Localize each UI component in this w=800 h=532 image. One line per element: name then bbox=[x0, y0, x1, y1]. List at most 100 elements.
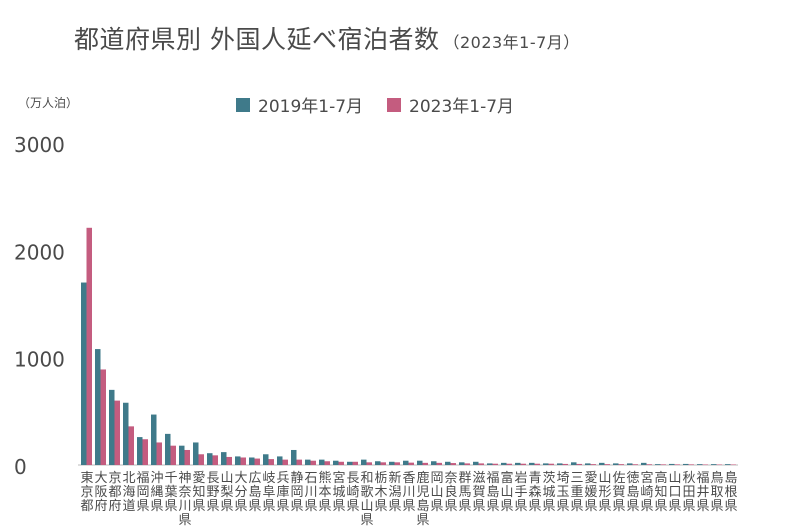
x-tick-label: 県 bbox=[388, 499, 401, 514]
bar-2023 bbox=[604, 464, 610, 465]
x-tick-label: 島 bbox=[248, 485, 261, 500]
x-tick-label: 山 bbox=[360, 499, 373, 514]
bar-2023 bbox=[128, 426, 134, 465]
x-tick-label: 阪 bbox=[94, 485, 107, 500]
x-tick-label: 県 bbox=[150, 499, 163, 514]
bar-2019 bbox=[655, 464, 661, 465]
bar-2019 bbox=[417, 460, 423, 465]
bar-2023 bbox=[240, 457, 246, 465]
x-tick-label: 県 bbox=[276, 499, 289, 514]
bar-2023 bbox=[730, 464, 736, 465]
bar-2023 bbox=[492, 463, 498, 465]
x-tick-label: 県 bbox=[360, 513, 373, 528]
legend-swatch-2023 bbox=[387, 97, 402, 112]
x-tick-label: 賀 bbox=[612, 485, 625, 500]
x-tick-label: 葉 bbox=[164, 485, 177, 500]
x-tick-label: 県 bbox=[458, 499, 471, 514]
bar-2019 bbox=[151, 414, 157, 465]
x-tick-label: 秋 bbox=[682, 471, 695, 486]
x-tick-label: 群 bbox=[458, 471, 471, 486]
x-tick-label: 庫 bbox=[276, 485, 289, 500]
x-tick-label: 宮 bbox=[640, 470, 653, 486]
bar-2019 bbox=[179, 445, 185, 465]
bar-2023 bbox=[254, 458, 260, 465]
x-tick-label: 海 bbox=[122, 485, 135, 500]
x-tick-label: 京 bbox=[108, 471, 121, 486]
x-tick-label: 都 bbox=[108, 485, 121, 500]
x-tick-label: 県 bbox=[542, 499, 555, 514]
x-tick-label: 県 bbox=[528, 499, 541, 514]
chart-title: 都道府県別 外国人延べ宿泊者数 （2023年1-7月） bbox=[74, 20, 580, 56]
x-tick-label: 島 bbox=[486, 485, 499, 500]
x-tick-label: 県 bbox=[626, 499, 639, 514]
x-tick-label: 兵 bbox=[276, 471, 289, 486]
bar-2019 bbox=[291, 449, 297, 465]
x-tick-label: 県 bbox=[206, 499, 219, 514]
bar-2023 bbox=[366, 462, 372, 465]
bar-2019 bbox=[375, 461, 381, 465]
bar-2023 bbox=[114, 400, 120, 465]
chart-subtitle: （2023年1-7月） bbox=[443, 33, 580, 52]
x-tick-label: 山 bbox=[598, 471, 611, 486]
x-tick-label: 長 bbox=[346, 471, 359, 486]
bar-2023 bbox=[674, 464, 680, 465]
x-tick-label: 愛 bbox=[584, 471, 597, 486]
x-tick-label: 東 bbox=[80, 470, 93, 486]
bar-2023 bbox=[380, 462, 386, 465]
x-tick-label: 児 bbox=[416, 485, 429, 500]
x-tick-label: 京 bbox=[80, 485, 93, 500]
bar-2019 bbox=[123, 402, 129, 465]
x-tick-label: 徳 bbox=[626, 471, 639, 486]
x-tick-label: 静 bbox=[290, 471, 303, 486]
x-tick-label: 分 bbox=[234, 485, 247, 500]
x-tick-label: 阜 bbox=[262, 484, 275, 500]
legend: 2019年1-7月 2023年1-7月 bbox=[236, 92, 514, 117]
legend-label-2019: 2019年1-7月 bbox=[258, 97, 364, 117]
x-tick-label: 良 bbox=[444, 484, 457, 500]
bar-2019 bbox=[473, 461, 479, 465]
x-tick-label: 島 bbox=[416, 499, 429, 514]
legend-item-2023: 2023年1-7月 bbox=[387, 92, 514, 117]
x-tick-label: 野 bbox=[206, 485, 219, 500]
x-tick-label: 県 bbox=[136, 499, 149, 514]
bar-2019 bbox=[347, 461, 353, 465]
bar-2023 bbox=[534, 463, 540, 465]
x-tick-label: 福 bbox=[696, 471, 709, 486]
bar-2023 bbox=[590, 464, 596, 465]
x-tick-label: 県 bbox=[248, 499, 261, 514]
bar-2019 bbox=[221, 452, 227, 465]
x-tick-label: 奈 bbox=[178, 485, 191, 500]
bar-2023 bbox=[352, 461, 358, 465]
bar-2019 bbox=[333, 460, 339, 465]
x-tick-label: 潟 bbox=[388, 485, 401, 500]
bar-2023 bbox=[268, 459, 274, 465]
x-tick-label: 媛 bbox=[584, 485, 597, 500]
x-tick-label: 県 bbox=[192, 499, 205, 514]
bar-2019 bbox=[389, 461, 395, 465]
bar-2023 bbox=[170, 445, 176, 465]
x-tick-label: 県 bbox=[304, 499, 317, 514]
x-tick-label: 和 bbox=[360, 471, 373, 486]
bar-2023 bbox=[562, 463, 568, 465]
x-tick-label: 広 bbox=[248, 471, 261, 486]
bar-2019 bbox=[683, 463, 689, 465]
bar-2023 bbox=[86, 227, 92, 465]
x-tick-label: 県 bbox=[500, 499, 513, 514]
bar-2019 bbox=[165, 433, 171, 465]
x-tick-label: 県 bbox=[668, 499, 681, 514]
x-tick-label: 井 bbox=[696, 485, 709, 500]
bar-2019 bbox=[501, 462, 507, 465]
bar-2019 bbox=[305, 459, 311, 465]
x-tick-label: 木 bbox=[374, 485, 387, 500]
x-tick-label: 県 bbox=[178, 513, 191, 528]
bar-2019 bbox=[319, 459, 325, 465]
x-tick-label: 熊 bbox=[318, 470, 331, 486]
bar-2019 bbox=[669, 463, 675, 465]
x-tick-label: 三 bbox=[570, 471, 583, 486]
x-tick-label: 山 bbox=[430, 485, 443, 500]
x-tick-label: 県 bbox=[598, 499, 611, 514]
x-tick-label: 本 bbox=[318, 485, 331, 500]
x-tick-label: 愛 bbox=[192, 471, 205, 486]
bar-2023 bbox=[660, 464, 666, 465]
